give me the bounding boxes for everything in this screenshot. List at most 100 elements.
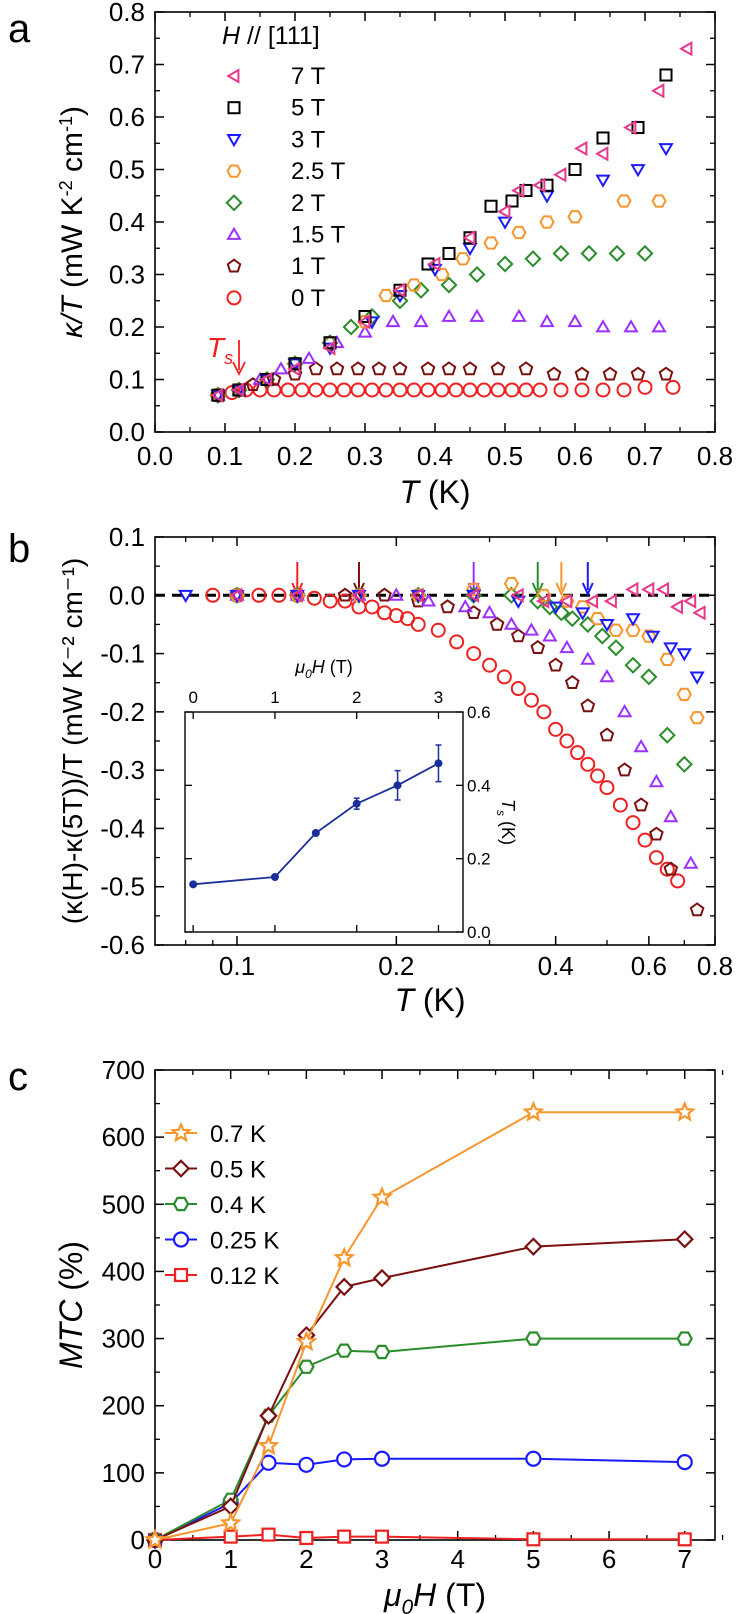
y-tick-label: 200	[102, 1391, 145, 1421]
panel-a-ylabel-plain: (mW K	[56, 196, 89, 296]
data-point	[223, 1529, 238, 1544]
data-point	[658, 143, 674, 157]
y-tick-label: 0.6	[109, 102, 145, 132]
data-point	[299, 1530, 314, 1546]
data-point	[675, 1229, 694, 1249]
data-point	[420, 382, 436, 398]
panel-c-data	[143, 1100, 696, 1550]
data-point	[430, 622, 446, 638]
legend-label: 1 T	[291, 253, 326, 280]
x-tick-label: 2	[299, 1544, 313, 1574]
data-point	[624, 656, 642, 674]
data-point	[651, 194, 667, 208]
legend-label: 7 T	[291, 63, 326, 90]
data-point	[518, 361, 534, 376]
data-point	[574, 140, 588, 157]
data-point	[271, 587, 287, 603]
inset-data-point	[189, 880, 198, 889]
panel-a-ylabel: κ/T (mW K-2 cm-1)	[56, 106, 89, 338]
series-0-7-K	[143, 1100, 696, 1550]
data-point	[552, 604, 570, 622]
inset-xlabel-h: H	[312, 657, 326, 677]
data-point	[289, 587, 303, 603]
data-point	[676, 1454, 693, 1471]
data-point	[590, 768, 606, 784]
x-tick-label: 0.8	[697, 441, 733, 471]
transition-arrow-head	[555, 582, 568, 597]
data-point	[625, 613, 641, 627]
data-point	[532, 177, 546, 193]
panel-c-xlabel: μ0H (T)	[383, 1577, 486, 1614]
legend-label: 0.5 K	[210, 1157, 266, 1184]
x-tick-label: 0.3	[347, 441, 383, 471]
data-point	[564, 674, 580, 689]
inset-xlabel-mu: μ	[294, 657, 305, 677]
x-tick-label: 0.6	[631, 951, 667, 981]
data-point	[651, 319, 667, 333]
data-point	[518, 382, 534, 398]
panel-c-legend: 0.7 K 0.5 K 0.4 K 0.25 K 0.12 K	[165, 1121, 279, 1290]
series-1-T	[210, 361, 674, 402]
panel-a-data	[209, 41, 693, 404]
y-tick-label: 0.4	[109, 207, 145, 237]
data-point	[357, 314, 371, 330]
data-point	[535, 593, 550, 609]
data-point	[301, 350, 317, 364]
data-point	[392, 361, 408, 376]
data-point	[623, 319, 639, 333]
data-point	[692, 605, 706, 621]
y-tick-label: 0.0	[109, 580, 145, 610]
data-point	[420, 361, 436, 376]
inset-x-tick-label: 2	[352, 688, 361, 707]
inset-y-tick-label: 0.2	[467, 850, 491, 869]
data-point	[259, 371, 273, 388]
legend-title-italic: H	[222, 22, 241, 50]
data-point	[497, 216, 513, 230]
data-point	[663, 642, 679, 656]
data-point	[510, 628, 526, 643]
data-point	[625, 623, 641, 637]
y-tick-label: 0.5	[109, 155, 145, 185]
panel-a-ylabel-sup1: -2	[56, 180, 76, 196]
data-point	[659, 652, 675, 666]
data-point	[373, 1450, 391, 1467]
inset-x-tick-label: 3	[434, 688, 443, 707]
data-point	[648, 773, 665, 788]
data-point	[519, 183, 533, 198]
data-point	[607, 639, 625, 657]
data-point	[410, 616, 426, 632]
data-point	[625, 815, 641, 831]
data-point	[449, 634, 465, 650]
data-point	[342, 318, 360, 336]
data-point	[616, 382, 632, 398]
data-point	[294, 382, 310, 398]
data-point	[663, 861, 679, 876]
panel-b-axes: 0.1 0.2 0.4 0.6 0.8 0.1 0.0 -0.1 -0.2 -0.3 -0.4 -0.…	[100, 522, 733, 981]
series-0-12-K	[147, 1527, 692, 1548]
data-point	[457, 599, 473, 613]
data-point	[580, 244, 598, 263]
panel-b: b 0.1 0.2 0.4 0.6 0.8 0.1 0.0 -0.1 -0.2 -0.3 -0.4 -…	[8, 522, 733, 1018]
data-point	[462, 230, 476, 246]
data-point	[525, 1331, 542, 1346]
data-point	[575, 607, 591, 621]
data-point	[630, 366, 646, 381]
data-point	[335, 1343, 353, 1358]
data-point	[308, 382, 324, 398]
inset-ylabel: Ts (K)	[494, 799, 518, 845]
legend-label: 3 T	[291, 126, 326, 153]
legend-marker	[173, 1267, 189, 1283]
data-point	[599, 669, 615, 683]
data-point	[559, 639, 575, 654]
data-point	[593, 627, 611, 645]
legend-label: 0.25 K	[210, 1228, 279, 1255]
data-point	[245, 377, 261, 391]
inset-y-tick-label: 0.0	[467, 923, 491, 942]
data-point	[548, 721, 564, 737]
data-point	[351, 587, 365, 603]
y-tick-label: 0.2	[109, 312, 145, 342]
data-point	[659, 68, 673, 82]
data-point	[298, 1456, 315, 1473]
data-point	[540, 178, 554, 192]
data-point	[231, 382, 245, 398]
